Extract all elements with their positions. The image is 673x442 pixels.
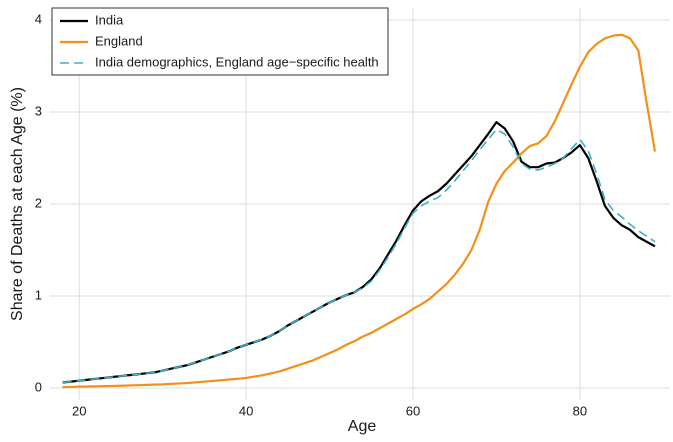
x-tick-label: 40 — [239, 403, 253, 418]
y-axis-label: Share of Deaths at each Age (%) — [9, 87, 26, 321]
legend-label: India demographics, England age−specific… — [95, 54, 379, 69]
legend: India England India demographics, England … — [51, 7, 389, 76]
x-tick-label: 60 — [406, 403, 420, 418]
x-axis-label: Age — [348, 418, 377, 435]
line-series — [62, 33, 657, 389]
legend-box — [51, 7, 389, 76]
y-tick-label: 4 — [35, 11, 42, 26]
x-tick-label: 20 — [72, 403, 86, 418]
line-series — [62, 121, 656, 384]
x-tick-label: 80 — [573, 403, 587, 418]
y-tick-label: 3 — [35, 103, 42, 118]
y-tick-label: 1 — [35, 287, 42, 302]
legend-label: England — [95, 33, 143, 48]
y-tick-label: 2 — [35, 195, 42, 210]
y-tick-label: 0 — [35, 379, 42, 394]
line-series — [62, 128, 656, 384]
legend-label: India — [95, 12, 124, 27]
